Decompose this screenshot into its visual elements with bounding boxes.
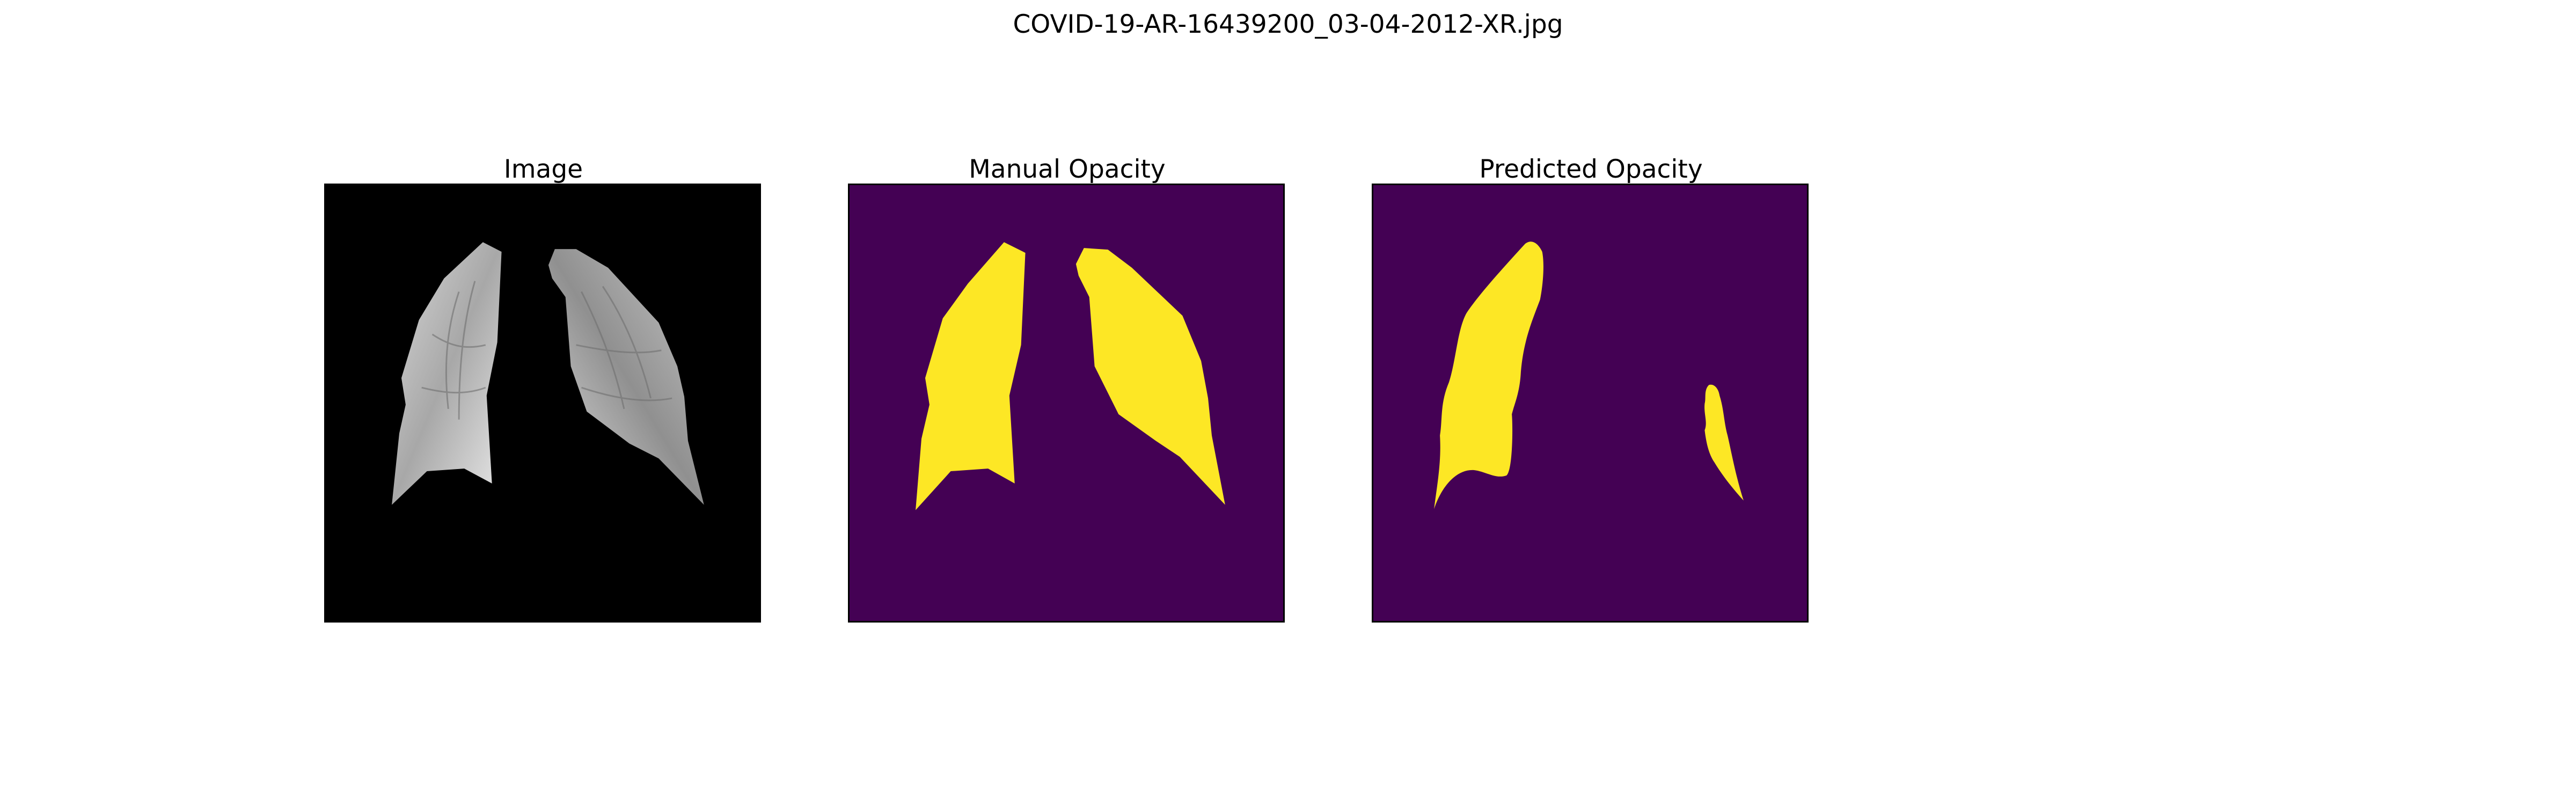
panel-title: Manual Opacity [969,155,1166,184]
right-lung-prediction [1704,384,1744,501]
panel-title: Image [503,155,583,184]
left-lung-prediction [1434,241,1543,509]
panel-manual-opacity: Manual Opacity [848,155,1286,623]
mask-background [850,185,1283,621]
panel-title: Predicted Opacity [1479,155,1703,184]
predicted-mask-frame [1372,184,1809,623]
mask-background [1373,185,1807,621]
right-lung-mask [1075,248,1225,505]
lung-xray-image [326,185,759,621]
manual-mask-frame [848,184,1285,623]
image-background [326,185,759,621]
manual-opacity-mask [850,185,1283,621]
image-frame [324,184,761,623]
right-lung-region [548,249,704,505]
panel-image: Image [324,155,763,623]
panel-predicted-opacity: Predicted Opacity [1372,155,1810,623]
predicted-opacity-mask [1373,185,1807,621]
figure-title: COVID-19-AR-16439200_03-04-2012-XR.jpg [1013,10,1563,39]
left-lung-mask [916,242,1026,510]
